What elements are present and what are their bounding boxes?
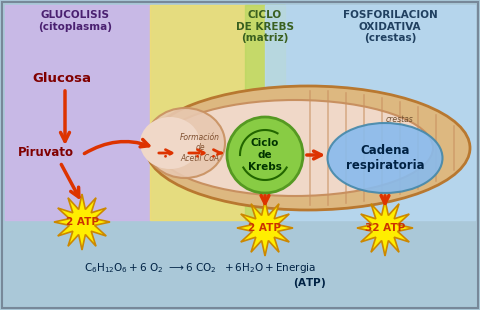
Text: $\mathregular{(ATP)}$: $\mathregular{(ATP)}$ xyxy=(293,276,327,290)
Polygon shape xyxy=(237,200,293,256)
Text: Ciclo
de
Krebs: Ciclo de Krebs xyxy=(248,138,282,172)
Bar xyxy=(5,5,150,220)
Text: Cadena
respiratoria: Cadena respiratoria xyxy=(346,144,424,172)
Text: FOSFORILACION
OXIDATIVA
(crestas): FOSFORILACION OXIDATIVA (crestas) xyxy=(343,10,437,43)
Text: 32 ATP: 32 ATP xyxy=(365,223,405,233)
Ellipse shape xyxy=(327,123,443,193)
Text: 2 ATP: 2 ATP xyxy=(65,217,98,227)
Bar xyxy=(150,5,265,220)
Text: GLUCOLISIS
(citoplasma): GLUCOLISIS (citoplasma) xyxy=(38,10,112,32)
Text: Formación
de
Acetil CoA: Formación de Acetil CoA xyxy=(180,133,220,163)
Ellipse shape xyxy=(146,86,470,210)
Bar xyxy=(265,5,475,220)
Text: crestas: crestas xyxy=(386,116,414,125)
Ellipse shape xyxy=(140,117,200,169)
Text: 2 ATP: 2 ATP xyxy=(249,223,281,233)
Ellipse shape xyxy=(145,108,225,178)
Bar xyxy=(245,5,285,220)
Polygon shape xyxy=(357,200,413,256)
Text: Piruvato: Piruvato xyxy=(18,145,74,158)
Circle shape xyxy=(227,117,303,193)
Text: CICLO
DE KREBS
(matriz): CICLO DE KREBS (matriz) xyxy=(236,10,294,43)
Text: Glucosa: Glucosa xyxy=(32,72,91,85)
Text: $\mathregular{C_6H_{12}O_6 + 6\ O_2\ \longrightarrow 6\ CO_2\ \ + 6H_2O + Energi: $\mathregular{C_6H_{12}O_6 + 6\ O_2\ \lo… xyxy=(84,261,316,275)
Polygon shape xyxy=(54,194,110,250)
Ellipse shape xyxy=(157,100,433,196)
